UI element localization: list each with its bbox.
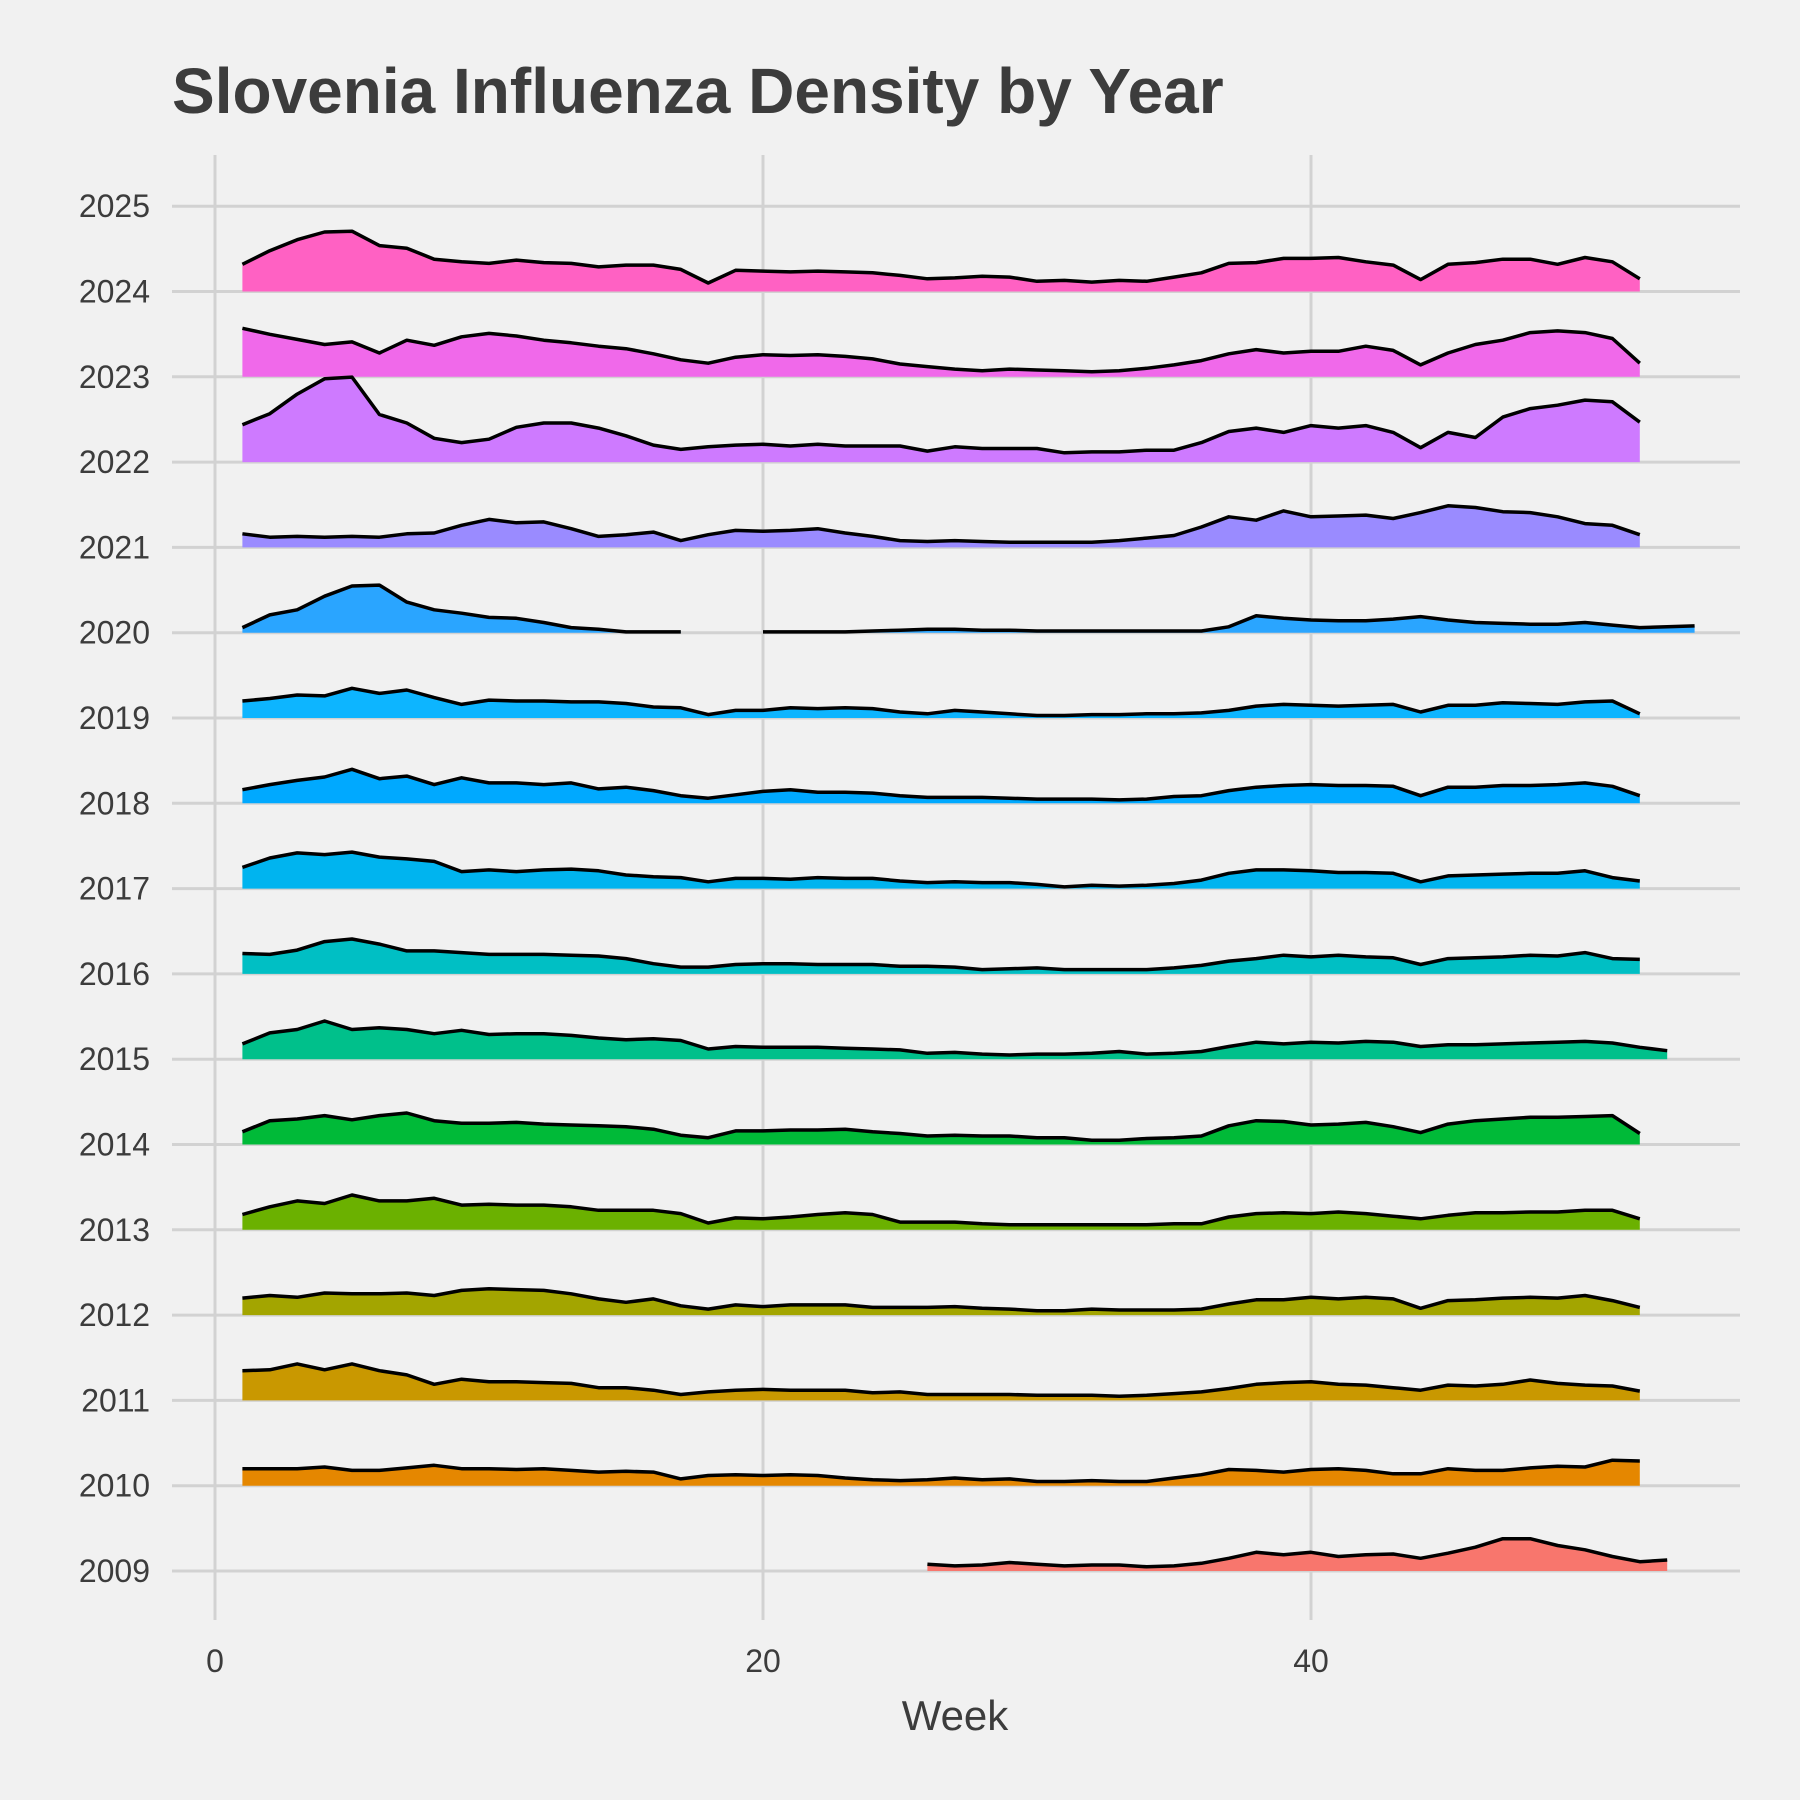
y-tick-2014: 2014 — [79, 1127, 150, 1163]
ridge-outline-2020-1 — [241, 583, 681, 634]
ridge-area-2012 — [242, 1288, 1640, 1316]
y-tick-2021: 2021 — [79, 529, 150, 565]
ridge-outline-2017 — [241, 850, 1641, 889]
y-tick-2024: 2024 — [79, 274, 150, 310]
ridge-outline-2015 — [241, 1019, 1668, 1057]
ridge-area-2020-1 — [242, 585, 681, 633]
ridge-area-2013 — [242, 1195, 1640, 1230]
ridge-2018 — [242, 767, 1641, 804]
ridge-2020 — [241, 583, 1695, 634]
ridge-outline-2022 — [241, 375, 1641, 455]
ridge-outline-2014 — [241, 1111, 1641, 1143]
ridge-area-2023 — [242, 328, 1640, 377]
y-tick-2025: 2025 — [79, 188, 150, 224]
ridge-2015 — [241, 1019, 1668, 1060]
y-tick-2010: 2010 — [79, 1468, 150, 1504]
x-tick-labels: 0 20 40 — [206, 1643, 1329, 1679]
x-tick-20: 20 — [745, 1643, 781, 1679]
ridge-2011 — [242, 1362, 1641, 1401]
ridge-area-2010 — [242, 1460, 1640, 1486]
x-tick-0: 0 — [206, 1643, 224, 1679]
ridge-outline-2013 — [241, 1193, 1641, 1227]
x-axis-label: Week — [902, 1692, 1010, 1739]
ridge-2014 — [241, 1111, 1641, 1145]
ridge-outline-2020-2 — [763, 613, 1695, 634]
ridge-2023 — [242, 326, 1641, 377]
ridge-area-2020-2 — [763, 615, 1695, 633]
y-tick-2015: 2015 — [79, 1041, 150, 1077]
ridges — [241, 229, 1695, 1571]
y-tick-2022: 2022 — [79, 444, 150, 480]
ridge-2024 — [241, 229, 1641, 292]
ridge-2021 — [242, 504, 1641, 548]
ridge-outline-2016 — [242, 937, 1640, 972]
ridge-area-2021 — [242, 505, 1640, 548]
ridge-2022 — [241, 375, 1641, 463]
ridge-2016 — [242, 937, 1640, 974]
ridge-outline-2019 — [242, 686, 1641, 718]
ridge-outline-2023 — [242, 326, 1641, 374]
chart-title: Slovenia Influenza Density by Year — [172, 55, 1224, 127]
y-tick-2018: 2018 — [79, 785, 150, 821]
y-tick-labels: 2009 2010 2011 2012 2013 2014 2015 2016 2017 2018… — [79, 188, 150, 1589]
ridge-outline-2018 — [242, 767, 1641, 802]
y-tick-2013: 2013 — [79, 1212, 150, 1248]
ridge-area-2015 — [242, 1021, 1668, 1060]
y-tick-2009: 2009 — [79, 1553, 150, 1589]
ridge-area-2016 — [242, 939, 1640, 974]
y-tick-2011: 2011 — [81, 1382, 150, 1418]
y-tick-2019: 2019 — [79, 700, 150, 736]
ridge-area-2017 — [242, 852, 1640, 889]
y-tick-2020: 2020 — [79, 615, 150, 651]
x-tick-40: 40 — [1293, 1643, 1329, 1679]
y-tick-2012: 2012 — [79, 1297, 150, 1333]
ridge-area-2024 — [242, 231, 1640, 292]
ridge-outline-2024 — [241, 229, 1641, 285]
ridge-area-2019 — [242, 688, 1640, 718]
ridge-2017 — [241, 850, 1641, 889]
ridge-outline-2010 — [242, 1458, 1640, 1484]
y-tick-2023: 2023 — [79, 359, 150, 395]
ridge-outline-2012 — [242, 1287, 1641, 1313]
y-tick-2017: 2017 — [79, 871, 150, 907]
ridge-outline-2011 — [242, 1362, 1641, 1398]
ridge-2012 — [242, 1287, 1641, 1316]
ridge-2009 — [927, 1536, 1668, 1571]
ridge-2019 — [242, 686, 1641, 718]
ridge-area-2014 — [242, 1113, 1640, 1145]
ridge-2010 — [242, 1458, 1640, 1486]
ridge-area-2011 — [242, 1363, 1640, 1401]
ridge-2013 — [241, 1193, 1641, 1230]
y-tick-2016: 2016 — [79, 956, 150, 992]
ridge-outline-2009 — [927, 1536, 1668, 1569]
ridge-area-2022 — [242, 377, 1640, 463]
ridge-area-2018 — [242, 769, 1640, 804]
ridge-outline-2021 — [242, 504, 1641, 545]
